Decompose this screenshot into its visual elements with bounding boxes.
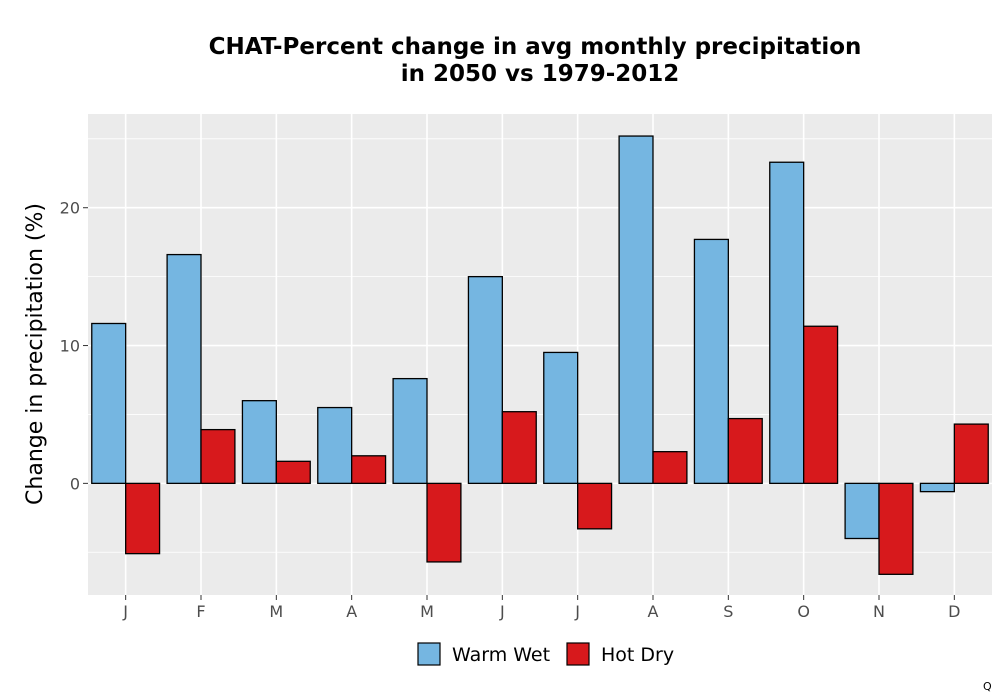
bar-hot-dry bbox=[275, 460, 311, 485]
bar-hot-dry bbox=[351, 455, 387, 485]
chart-title-line-1: CHAT-Percent change in avg monthly preci… bbox=[209, 34, 862, 60]
bar-warm-wet bbox=[618, 135, 654, 485]
chart-title-line-2: in 2050 vs 1979-2012 bbox=[401, 61, 680, 87]
legend-label: Hot Dry bbox=[601, 644, 674, 666]
bar-hot-dry bbox=[953, 423, 989, 485]
bar-warm-wet bbox=[693, 238, 729, 485]
bar-hot-dry bbox=[200, 428, 236, 485]
bar-warm-wet bbox=[769, 161, 805, 485]
bar-warm-wet bbox=[919, 482, 955, 493]
x-tick-label: N bbox=[873, 602, 885, 621]
plot-panel bbox=[88, 114, 992, 595]
y-tick-label: 20 bbox=[60, 199, 80, 218]
x-tick-label: A bbox=[346, 602, 357, 621]
x-tick-label: S bbox=[723, 602, 733, 621]
bar-hot-dry bbox=[501, 411, 537, 485]
bar-warm-wet bbox=[317, 406, 353, 485]
bar-hot-dry bbox=[727, 417, 763, 485]
bar-warm-wet bbox=[467, 275, 503, 485]
bar-hot-dry bbox=[803, 325, 839, 485]
y-axis-title: Change in precipitation (%) bbox=[23, 203, 48, 505]
bar-warm-wet bbox=[844, 482, 880, 540]
x-tick-label: D bbox=[948, 602, 960, 621]
y-axis-ticks: 0 10 20 bbox=[60, 199, 88, 493]
legend: Warm Wet Hot Dry bbox=[417, 642, 674, 666]
bars bbox=[91, 135, 989, 575]
y-tick-label: 10 bbox=[60, 337, 80, 356]
bar-warm-wet bbox=[392, 377, 428, 485]
x-tick-label: A bbox=[648, 602, 659, 621]
bar-warm-wet bbox=[543, 351, 579, 485]
legend-label: Warm Wet bbox=[452, 644, 550, 666]
bar-hot-dry bbox=[878, 482, 914, 575]
x-tick-label: O bbox=[797, 602, 810, 621]
bar-warm-wet bbox=[91, 322, 127, 485]
x-tick-label: J bbox=[122, 602, 128, 621]
x-tick-label: F bbox=[196, 602, 205, 621]
x-tick-label: J bbox=[499, 602, 505, 621]
corner-mark: Q bbox=[983, 680, 992, 693]
bar-hot-dry bbox=[577, 482, 613, 530]
bar-warm-wet bbox=[241, 400, 277, 485]
x-tick-label: M bbox=[420, 602, 434, 621]
x-tick-label: M bbox=[269, 602, 283, 621]
bar-hot-dry bbox=[652, 451, 688, 485]
bar-warm-wet bbox=[166, 253, 202, 485]
legend-swatch bbox=[417, 642, 441, 666]
bar-hot-dry bbox=[125, 482, 161, 555]
legend-swatch bbox=[566, 642, 590, 666]
y-tick-label: 0 bbox=[70, 474, 80, 493]
x-tick-label: J bbox=[574, 602, 580, 621]
bar-hot-dry bbox=[426, 482, 462, 563]
